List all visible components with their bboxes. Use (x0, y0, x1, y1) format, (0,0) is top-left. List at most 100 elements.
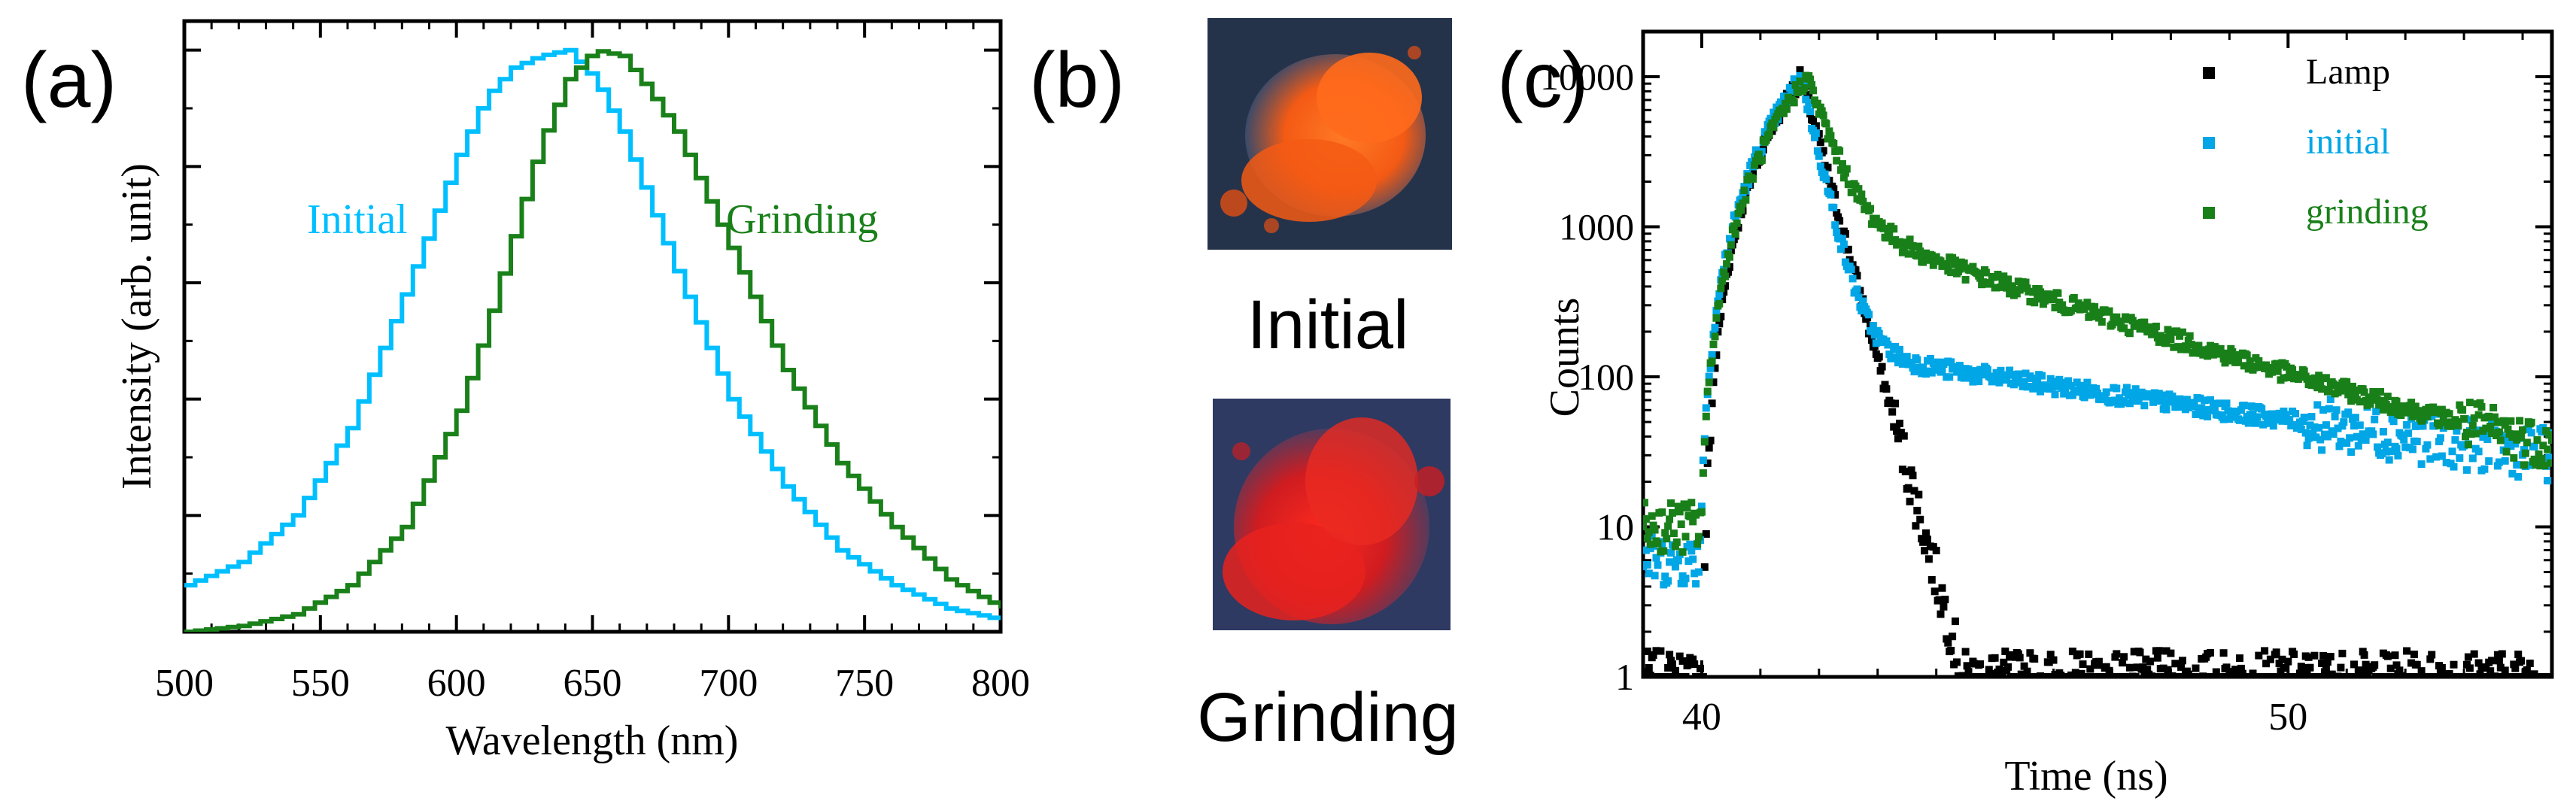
data-point-grinding (2204, 352, 2212, 360)
data-point-initial (2353, 432, 2361, 441)
data-point-lamp (1943, 635, 1951, 643)
data-point-grinding (1779, 105, 1787, 113)
x-tick-label: 550 (291, 662, 350, 705)
data-point-lamp (2501, 666, 2509, 675)
data-point-grinding (2003, 284, 2011, 292)
data-point-grinding (2183, 345, 2191, 353)
data-point-initial (2423, 441, 2432, 449)
data-point-initial (1822, 175, 1830, 184)
data-point-lamp (1690, 660, 1699, 669)
data-point-grinding (1837, 166, 1845, 174)
data-point-initial (2508, 469, 2517, 478)
data-point-grinding (2392, 397, 2401, 405)
data-point-lamp (1970, 660, 1979, 668)
data-point-initial (2404, 429, 2413, 437)
data-point-initial (1910, 368, 1918, 376)
data-point-lamp (2071, 669, 2079, 677)
data-point-grinding (1754, 150, 1763, 159)
data-point-initial (2230, 413, 2238, 421)
data-point-lamp (2407, 659, 2415, 667)
data-point-initial (2120, 397, 2128, 405)
data-point-lamp (1916, 515, 1924, 523)
data-point-initial (1680, 579, 1688, 587)
data-point-initial (2392, 444, 2401, 453)
data-point-initial (1891, 342, 1900, 350)
data-point-initial (1995, 378, 2003, 387)
data-point-lamp (1924, 535, 1931, 544)
data-point-initial (2236, 416, 2243, 424)
data-point-grinding (2517, 433, 2526, 441)
data-point-lamp (1922, 529, 1930, 537)
data-point-lamp (2042, 673, 2050, 677)
data-point-lamp (2290, 650, 2298, 658)
data-point-grinding (2521, 449, 2529, 457)
data-point-grinding (2502, 448, 2511, 456)
data-point-initial (2312, 433, 2320, 441)
x-tick-label: 500 (155, 662, 214, 705)
data-point-initial (2130, 389, 2138, 397)
data-point-grinding (2140, 318, 2149, 326)
data-point-grinding (2228, 348, 2237, 356)
data-point-initial (2168, 392, 2177, 400)
data-point-grinding (1651, 526, 1659, 534)
data-point-lamp (1947, 647, 1955, 654)
data-point-grinding (2360, 388, 2368, 396)
data-point-lamp (1891, 399, 1900, 408)
data-point-grinding (1692, 511, 1700, 519)
data-point-grinding (2286, 370, 2294, 378)
data-point-initial (1708, 350, 1716, 359)
data-point-initial (2485, 457, 2493, 465)
data-point-initial (1884, 341, 1892, 349)
data-point-initial (2315, 423, 2323, 432)
data-point-initial (1813, 147, 1821, 155)
data-point-grinding (1796, 77, 1804, 85)
data-point-grinding (1683, 503, 1691, 511)
data-point-lamp (2486, 667, 2495, 675)
data-point-initial (2419, 422, 2427, 430)
data-point-grinding (2011, 286, 2019, 294)
data-point-grinding (2105, 307, 2113, 315)
data-point-grinding (1943, 261, 1951, 269)
data-point-initial (1800, 80, 1809, 88)
data-point-lamp (1900, 432, 1908, 440)
data-point-grinding (2389, 402, 2398, 411)
data-point-lamp (2222, 663, 2231, 672)
data-point-grinding (2025, 287, 2033, 296)
data-point-grinding (1645, 528, 1653, 536)
data-point-grinding (1731, 230, 1739, 238)
series-grinding-points (1643, 71, 2552, 556)
data-point-grinding (2383, 393, 2392, 401)
legend-label-initial: initial (2306, 122, 2390, 162)
data-point-grinding (2164, 326, 2172, 334)
data-point-grinding (1689, 517, 1697, 526)
data-point-initial (2307, 413, 2316, 421)
data-point-initial (2354, 441, 2362, 450)
data-point-grinding (1727, 241, 1735, 249)
data-point-lamp (2357, 666, 2365, 675)
data-point-lamp (1816, 138, 1824, 147)
series-initial-points (1643, 71, 2552, 589)
data-point-lamp (2464, 653, 2472, 661)
x-tick-label: 50 (2268, 696, 2307, 739)
data-point-initial (2034, 378, 2042, 385)
data-point-lamp (2482, 664, 2490, 672)
data-point-initial (1690, 569, 1699, 578)
data-point-grinding (2120, 324, 2128, 332)
data-point-lamp (1717, 312, 1725, 320)
data-point-lamp (2323, 658, 2331, 666)
data-point-lamp (2171, 660, 2180, 668)
data-point-grinding (2000, 272, 2008, 281)
data-point-initial (1839, 235, 1846, 243)
data-point-initial (2400, 435, 2408, 444)
data-point-grinding (1667, 499, 1675, 507)
data-point-grinding (2098, 318, 2106, 326)
data-point-grinding (2350, 387, 2358, 395)
data-point-initial (2116, 394, 2124, 402)
data-point-lamp (2517, 657, 2526, 665)
data-point-initial (2438, 452, 2446, 460)
data-point-grinding (2091, 303, 2099, 311)
data-point-grinding (2456, 401, 2464, 409)
data-point-grinding (1646, 540, 1654, 548)
legend-label-lamp: Lamp (2306, 52, 2390, 92)
data-point-grinding (2113, 313, 2121, 321)
